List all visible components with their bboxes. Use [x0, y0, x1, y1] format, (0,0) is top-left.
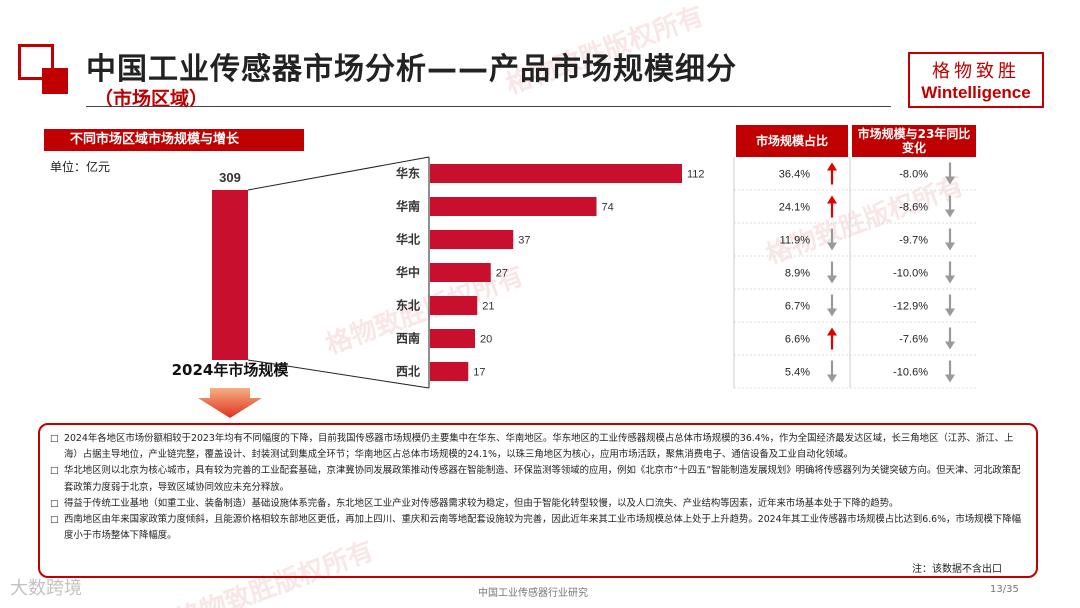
page-subtitle: （市场区域）	[94, 88, 209, 110]
bar-value-label: 37	[518, 235, 530, 247]
share-value: 5.4%	[785, 367, 810, 379]
arrow-up-icon	[827, 327, 837, 350]
arrow-down-icon	[945, 294, 955, 317]
arrow-up-icon	[827, 162, 837, 185]
title-divider	[86, 106, 891, 107]
total-bar	[212, 190, 248, 360]
arrow-down-icon	[945, 162, 955, 185]
share-value: 36.4%	[779, 169, 810, 181]
yoy-column-header: 市场规模与23年同比 变化	[852, 125, 976, 157]
arrow-down-icon	[827, 261, 837, 284]
bar-value-label: 74	[602, 202, 614, 214]
notes-box: 2024年各地区市场份额相较于2023年均有不同幅度的下降，目前我国传感器市场规…	[38, 423, 1038, 578]
arrow-down-icon	[945, 327, 955, 350]
bar	[430, 296, 478, 315]
bar-value-label: 20	[480, 334, 492, 346]
bar-value-label: 27	[496, 268, 508, 280]
arrow-down-icon	[827, 360, 837, 383]
page-number: 13/35	[990, 584, 1019, 595]
corner-square-filled	[42, 68, 68, 94]
total-bar-label: 2024年市场规模	[172, 361, 290, 379]
share-value: 24.1%	[779, 202, 810, 214]
total-value-label: 309	[219, 170, 241, 185]
footer-brand: 大数跨境	[10, 578, 82, 599]
footer-title: 中国工业传感器行业研究	[478, 588, 588, 599]
arrow-down-icon	[945, 195, 955, 218]
unit-label: 单位：亿元	[50, 160, 111, 174]
connector-line-bottom	[247, 359, 430, 389]
note-item: 华北地区则以北京为核心城市，具有较为完善的工业配套基础，京津冀协同发展政策推动传…	[50, 463, 1026, 495]
bar	[430, 164, 682, 183]
logo-en-text: Wintelligence	[921, 83, 1031, 102]
share-value: 8.9%	[785, 268, 810, 280]
yoy-header-line2: 变化	[901, 141, 926, 155]
share-value: 11.9%	[780, 235, 811, 247]
share-value: 6.6%	[785, 334, 810, 346]
note-item: 2024年各地区市场份额相较于2023年均有不同幅度的下降，目前我国传感器市场规…	[50, 431, 1026, 463]
footnote: 注：该数据不含出口	[912, 564, 1002, 575]
category-label: 西南	[396, 331, 420, 346]
logo-cn-text: 格物致胜	[932, 61, 1020, 82]
down-arrow-icon	[198, 388, 262, 418]
yoy-header-line1: 市场规模与23年同比	[857, 127, 971, 141]
bar	[430, 329, 475, 348]
bar-value-label: 112	[687, 169, 705, 181]
brand-logo: 格物致胜 Wintelligence	[908, 52, 1044, 108]
corner-square-outline	[18, 44, 54, 80]
share-column-header: 市场规模占比	[736, 125, 848, 157]
bar	[430, 263, 491, 282]
arrow-down-icon	[827, 294, 837, 317]
yoy-value: -12.9%	[893, 301, 928, 313]
category-label: 华东	[396, 166, 420, 181]
yoy-value: -8.0%	[899, 169, 928, 181]
note-item: 西南地区由年来国家政策力度倾斜，且能源价格相较东部地区更低，再加上四川、重庆和云…	[50, 512, 1026, 544]
bar-value-label: 21	[482, 301, 494, 313]
yoy-value: -7.6%	[899, 334, 928, 346]
category-label: 华北	[396, 232, 420, 247]
arrow-up-icon	[827, 195, 837, 218]
page-title: 中国工业传感器市场分析——产品市场规模细分	[86, 52, 737, 87]
category-label: 华南	[396, 199, 420, 214]
note-item: 得益于传统工业基地（如重工业、装备制造）基础设施体系完备，东北地区工业产业对传感…	[50, 496, 1026, 512]
connector-line-top	[247, 156, 430, 191]
arrow-down-icon	[827, 228, 837, 251]
arrow-down-icon	[945, 261, 955, 284]
yoy-value: -9.7%	[899, 235, 928, 247]
bar	[430, 230, 514, 249]
share-value: 6.7%	[785, 301, 810, 313]
bar-value-label: 17	[473, 367, 485, 379]
category-label: 西北	[396, 364, 420, 379]
arrow-down-icon	[945, 228, 955, 251]
section-header: 不同市场区域市场规模与增长	[44, 129, 304, 151]
arrow-down-icon	[945, 360, 955, 383]
bar	[430, 197, 597, 216]
category-label: 东北	[396, 298, 420, 313]
yoy-value: -10.6%	[893, 367, 928, 379]
yoy-value: -8.6%	[899, 202, 928, 214]
category-label: 华中	[396, 265, 420, 280]
yoy-value: -10.0%	[893, 268, 928, 280]
bar	[430, 362, 469, 381]
